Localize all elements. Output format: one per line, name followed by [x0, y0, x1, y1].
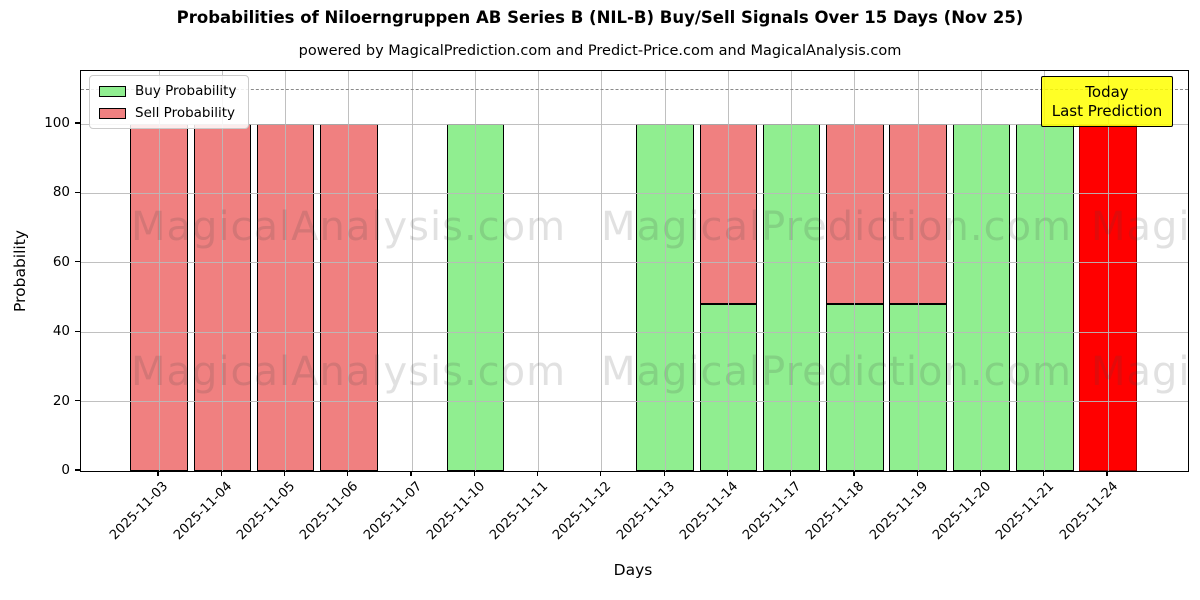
gridline-vertical: [538, 71, 540, 471]
today-annotation-line2: Last Prediction: [1051, 101, 1163, 120]
x-tick-mark: [600, 471, 602, 476]
x-tick-label: 2025-11-21: [993, 479, 1058, 544]
gridline-vertical: [791, 71, 793, 471]
y-tick-label: 40: [52, 323, 70, 340]
x-tick-mark: [916, 471, 918, 476]
x-tick-mark: [853, 471, 855, 476]
gridline-horizontal: [81, 401, 1188, 403]
gridline-horizontal: [81, 262, 1188, 264]
chart-title: Probabilities of Niloerngruppen AB Serie…: [176, 8, 1024, 27]
y-tick-label: 0: [61, 462, 70, 478]
x-tick-label: 2025-11-14: [677, 479, 742, 544]
x-tick-label: 2025-11-13: [613, 479, 678, 544]
x-tick-mark: [663, 471, 665, 476]
x-tick-label: 2025-11-20: [930, 479, 995, 544]
legend-item: Buy Probability: [99, 83, 236, 99]
y-tick-label: 80: [52, 184, 70, 201]
y-tick-mark: [75, 400, 80, 402]
plot-area: MagicalAnalysis.com MagicalPrediction.com…: [80, 70, 1189, 472]
x-tick-mark: [220, 471, 222, 476]
x-tick-label: 2025-11-05: [234, 479, 299, 544]
watermark-text: MagicalPrediction.com: [601, 349, 1072, 395]
y-tick-mark: [75, 330, 80, 332]
gridline-horizontal: [81, 192, 1188, 194]
gridline-vertical: [221, 71, 223, 471]
gridline-vertical: [348, 71, 350, 471]
x-tick-mark: [473, 471, 475, 476]
watermark-text: MagicalAnalysis.com: [1091, 204, 1189, 250]
x-tick-mark: [347, 471, 349, 476]
today-annotation-line1: Today: [1085, 82, 1129, 101]
watermark-text: MagicalAnalysis.com: [1091, 349, 1189, 395]
y-tick-mark: [75, 469, 80, 471]
x-tick-label: 2025-11-11: [487, 479, 552, 544]
y-axis-title: Probability: [11, 230, 29, 312]
gridline-vertical: [411, 71, 413, 471]
x-tick-mark: [726, 471, 729, 476]
legend-swatch: [99, 107, 126, 119]
watermark-text: MagicalAnalysis.com: [131, 349, 567, 395]
y-tick-mark: [75, 191, 80, 194]
gridline-vertical: [854, 71, 856, 471]
x-tick-label: 2025-11-18: [803, 479, 868, 544]
x-tick-label: 2025-11-17: [740, 479, 805, 544]
watermark-text: MagicalAnalysis.com: [131, 204, 567, 250]
x-tick-mark: [410, 471, 412, 476]
x-tick-label: 2025-11-07: [360, 479, 425, 544]
legend-item: Sell Probability: [99, 105, 236, 121]
y-tick-mark: [75, 122, 80, 124]
gridline-vertical: [981, 71, 982, 471]
threshold-dashed-line: [81, 89, 1188, 91]
gridline-vertical: [917, 71, 919, 471]
x-tick-mark: [283, 471, 286, 476]
gridline-vertical: [664, 71, 666, 471]
legend-label: Buy Probability: [135, 83, 237, 99]
x-tick-mark: [537, 471, 539, 476]
gridline-vertical: [158, 71, 160, 471]
x-tick-mark: [790, 471, 792, 476]
gridline-vertical: [1107, 71, 1109, 471]
legend: Buy Probability Sell Probability: [89, 75, 250, 129]
y-tick-mark: [75, 261, 80, 263]
y-tick-label: 60: [52, 253, 70, 270]
gridline-horizontal: [81, 123, 1188, 125]
watermark-text: MagicalPrediction.com: [601, 204, 1072, 250]
x-tick-label: 2025-11-10: [423, 479, 488, 544]
today-annotation: Today Last Prediction: [1041, 76, 1173, 127]
gridline-vertical: [727, 71, 729, 471]
y-tick-label: 20: [52, 392, 70, 409]
legend-label: Sell Probability: [135, 105, 236, 121]
x-axis-title: Days: [613, 561, 653, 579]
x-tick-mark: [1106, 471, 1108, 476]
gridline-vertical: [285, 71, 287, 471]
gridline-vertical: [474, 71, 476, 471]
gridline-horizontal: [81, 331, 1188, 333]
y-tick-label: 100: [44, 115, 70, 132]
x-tick-mark: [979, 471, 982, 476]
gridline-vertical: [601, 71, 603, 471]
x-tick-label: 2025-11-03: [107, 479, 172, 544]
x-tick-label: 2025-11-19: [866, 479, 931, 544]
gridline-vertical: [1044, 71, 1046, 471]
x-tick-label: 2025-11-24: [1056, 479, 1121, 544]
x-tick-mark: [1043, 471, 1045, 476]
legend-swatch: [99, 85, 126, 97]
x-tick-label: 2025-11-04: [170, 479, 235, 544]
chart-subtitle: powered by MagicalPrediction.com and Pre…: [298, 43, 902, 59]
x-tick-label: 2025-11-06: [297, 479, 362, 544]
x-tick-label: 2025-11-12: [550, 479, 615, 544]
x-tick-mark: [157, 471, 159, 476]
